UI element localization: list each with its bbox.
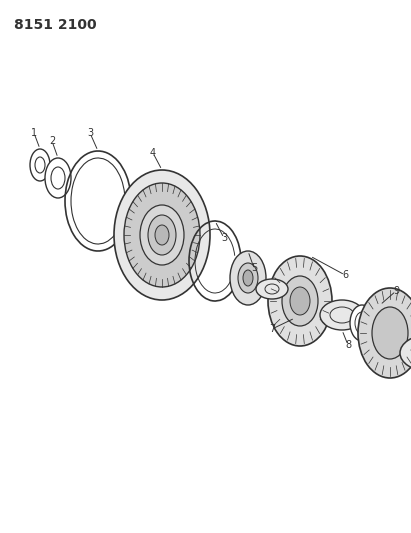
Ellipse shape xyxy=(350,305,374,341)
Text: 7: 7 xyxy=(269,324,275,334)
Ellipse shape xyxy=(358,288,411,378)
Text: 9: 9 xyxy=(393,286,399,296)
Text: 6: 6 xyxy=(342,270,348,280)
Ellipse shape xyxy=(400,335,411,371)
Ellipse shape xyxy=(282,276,318,326)
Ellipse shape xyxy=(155,225,169,245)
Text: 3: 3 xyxy=(221,233,227,243)
Ellipse shape xyxy=(290,287,310,315)
Ellipse shape xyxy=(230,251,266,305)
Text: 8: 8 xyxy=(345,340,351,350)
Ellipse shape xyxy=(268,256,332,346)
Ellipse shape xyxy=(238,263,258,293)
Ellipse shape xyxy=(256,279,288,299)
Ellipse shape xyxy=(372,307,408,359)
Text: 4: 4 xyxy=(150,148,156,158)
Text: 2: 2 xyxy=(49,136,55,146)
Ellipse shape xyxy=(124,183,200,287)
Ellipse shape xyxy=(243,270,253,286)
Ellipse shape xyxy=(140,205,184,265)
Text: 3: 3 xyxy=(87,128,93,138)
Ellipse shape xyxy=(45,158,71,198)
Ellipse shape xyxy=(30,149,50,181)
Text: 5: 5 xyxy=(251,263,257,273)
Text: 1: 1 xyxy=(31,128,37,138)
Ellipse shape xyxy=(320,300,364,330)
Ellipse shape xyxy=(114,170,210,300)
Ellipse shape xyxy=(148,215,176,255)
Text: 8151 2100: 8151 2100 xyxy=(14,18,97,32)
